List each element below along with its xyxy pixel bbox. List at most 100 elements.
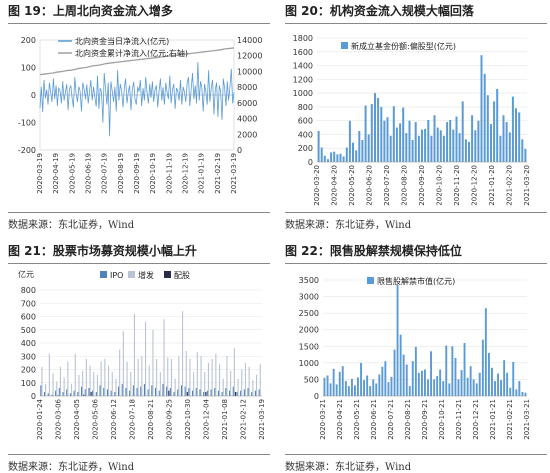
x-tick-label: 2020-06-19 bbox=[85, 153, 93, 194]
bar bbox=[506, 372, 509, 396]
legend-swatch bbox=[100, 271, 107, 278]
x-tick-label: 2020-11-21 bbox=[455, 399, 463, 440]
legend-swatch bbox=[367, 277, 374, 284]
bar-zengfa bbox=[170, 358, 172, 396]
y-tick-label: 200 bbox=[21, 36, 36, 45]
bar-zengfa bbox=[252, 380, 254, 396]
bar bbox=[335, 384, 338, 396]
x-tick-label: 2020-12-21 bbox=[472, 399, 480, 440]
bar bbox=[377, 97, 380, 162]
bar bbox=[357, 377, 359, 396]
bar bbox=[374, 93, 376, 162]
bar bbox=[463, 343, 466, 396]
y2-tick-label: 0 bbox=[237, 146, 242, 155]
bar bbox=[430, 351, 432, 396]
title-underline bbox=[285, 23, 547, 24]
x-tick-label: 2020-08-19 bbox=[117, 153, 125, 194]
x-tick-label: 2020-08-21 bbox=[404, 399, 412, 440]
bar bbox=[369, 386, 372, 396]
bar bbox=[330, 152, 333, 162]
x-tick-label: 2020-08-21 bbox=[147, 399, 155, 440]
bar bbox=[503, 360, 506, 396]
bar-peigu bbox=[186, 392, 188, 396]
bar bbox=[333, 151, 336, 162]
bar-ipo bbox=[195, 388, 197, 396]
bar-zengfa bbox=[219, 364, 221, 396]
y-tick-label: 100 bbox=[21, 64, 36, 73]
y-tick-label: -100 bbox=[18, 119, 36, 128]
bar-ipo bbox=[73, 390, 75, 396]
bar-zengfa bbox=[163, 319, 165, 396]
bar bbox=[329, 383, 332, 396]
bar bbox=[402, 107, 405, 162]
bar bbox=[395, 127, 398, 162]
bar-ipo bbox=[66, 389, 68, 396]
bar bbox=[494, 381, 496, 396]
chart-title: 图 19：上周北向资金流入增多 bbox=[8, 4, 173, 18]
panel-fig20: 图 20：机构资金流入规模大幅回落 1800 1600 1400 1200 1000 80… bbox=[275, 0, 550, 236]
bar-zengfa bbox=[133, 313, 135, 396]
series-line-cumulative-inflow bbox=[39, 47, 235, 76]
bar-ipo bbox=[258, 389, 260, 396]
x-tick-label: 2020-07-20 bbox=[383, 165, 391, 206]
bar-ipo bbox=[118, 386, 120, 396]
bar bbox=[496, 89, 499, 162]
bar-peigu bbox=[234, 392, 236, 396]
bar-ipo bbox=[40, 385, 42, 396]
bar bbox=[430, 135, 433, 162]
bar-zengfa bbox=[200, 356, 202, 397]
bar-peigu bbox=[57, 395, 59, 396]
y-tick-label: 0 bbox=[308, 158, 313, 167]
bar bbox=[332, 368, 335, 396]
bar bbox=[484, 308, 487, 396]
bar-ipo bbox=[62, 392, 64, 396]
bar-zengfa bbox=[119, 349, 121, 396]
bar bbox=[408, 120, 411, 162]
x-tick-label: 2021-03-19 bbox=[230, 153, 238, 194]
bar bbox=[384, 361, 387, 396]
legend-label: 限售股解禁市值(亿元) bbox=[377, 276, 455, 286]
bar bbox=[320, 147, 323, 162]
panel-fig21: 图 21：股票市场募资规模小幅上升 亿元 800 700 600 500 400 300 20… bbox=[0, 236, 275, 473]
bar bbox=[512, 361, 515, 396]
bar-ipo bbox=[155, 388, 157, 396]
y-tick-label: 1200 bbox=[293, 75, 313, 84]
bar-zengfa bbox=[89, 365, 91, 396]
bar-zengfa bbox=[193, 372, 195, 397]
x-tick-label: 2020-04-20 bbox=[331, 165, 339, 206]
x-tick-label: 2020-07-18 bbox=[129, 399, 137, 440]
bar-zengfa bbox=[159, 372, 161, 397]
bar bbox=[515, 389, 518, 396]
bar bbox=[475, 383, 478, 396]
x-tick-label: 2021-03-20 bbox=[523, 165, 531, 206]
x-tick-label: 2021-01-08 bbox=[221, 399, 229, 440]
source-divider bbox=[285, 454, 547, 455]
bar bbox=[442, 381, 445, 396]
x-tick-label: 2021-01-21 bbox=[489, 399, 497, 440]
legend-label: 配股 bbox=[174, 271, 190, 280]
bar-ipo bbox=[147, 389, 149, 396]
bar-ipo bbox=[210, 389, 212, 396]
bar-ipo bbox=[236, 392, 238, 396]
bar bbox=[361, 140, 364, 162]
bar-ipo bbox=[92, 390, 94, 396]
bar bbox=[336, 154, 339, 162]
bar-zengfa bbox=[174, 378, 176, 396]
bar bbox=[358, 131, 361, 162]
bar-zengfa bbox=[115, 378, 117, 396]
bar bbox=[355, 150, 358, 162]
source-divider bbox=[285, 212, 547, 213]
bar bbox=[439, 130, 442, 162]
bar bbox=[424, 128, 427, 162]
bar bbox=[342, 156, 345, 162]
bar bbox=[518, 381, 521, 396]
x-tick-label: 2020-03-19 bbox=[36, 153, 44, 194]
bar-ipo bbox=[151, 385, 153, 396]
bar bbox=[348, 120, 351, 162]
bar-zengfa bbox=[148, 365, 150, 396]
bar bbox=[393, 349, 396, 396]
bar bbox=[497, 373, 499, 396]
y2-tick-label: 14000 bbox=[237, 36, 262, 45]
